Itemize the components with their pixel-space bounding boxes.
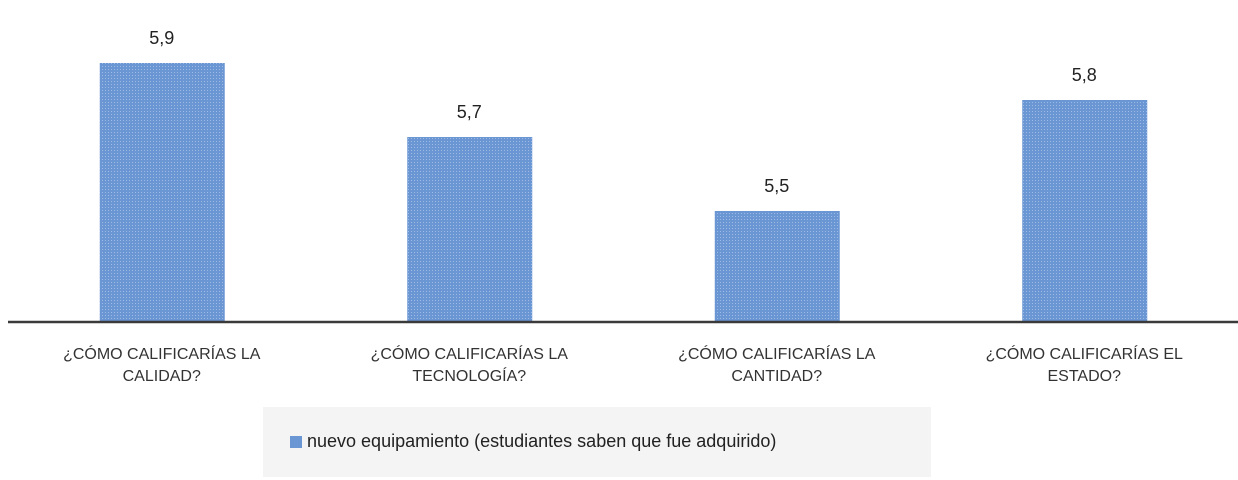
legend-label: nuevo equipamiento (estudiantes saben qu…: [307, 431, 777, 451]
x-tick-label: ¿CÓMO CALIFICARÍAS LA TECNOLOGÍA?: [370, 346, 568, 385]
bar-texture: [714, 211, 840, 322]
x-tick-label: ¿CÓMO CALIFICARÍAS EL ESTADO?: [985, 346, 1183, 385]
data-label: 5,8: [1072, 65, 1097, 85]
legend: nuevo equipamiento (estudiantes saben qu…: [263, 407, 931, 477]
x-tick-label: ¿CÓMO CALIFICARÍAS LA CALIDAD?: [63, 346, 261, 385]
bar-texture: [407, 137, 533, 322]
data-label: 5,7: [457, 102, 482, 122]
data-label: 5,5: [764, 176, 789, 196]
bar-texture: [99, 63, 225, 322]
data-label: 5,9: [149, 28, 174, 48]
bar-texture: [1022, 100, 1148, 322]
x-tick-label: ¿CÓMO CALIFICARÍAS LA CANTIDAD?: [678, 346, 876, 385]
legend-swatch: [290, 436, 302, 448]
